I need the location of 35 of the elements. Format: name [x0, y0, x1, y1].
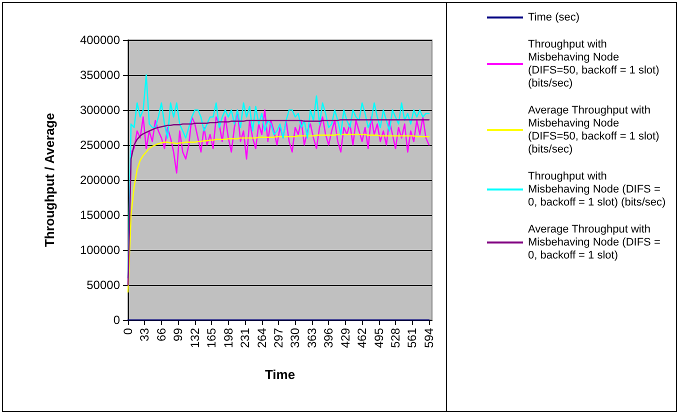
- x-tick-label: 132: [188, 328, 202, 348]
- x-tick-label: 198: [221, 328, 236, 348]
- legend-label: Average Throughput with Misbehaving Node (DIFS = 0, backoff = 1 slot): [528, 224, 664, 262]
- x-tick-label: 363: [304, 328, 319, 348]
- y-tick-label: 350000: [80, 68, 120, 82]
- legend-label: Average Throughput with Misbehaving Node (DIFS=50, backoff = 1 slot) (bits/sec): [528, 104, 662, 156]
- x-tick-label: 429: [338, 328, 352, 348]
- x-tick-label: 231: [238, 328, 252, 348]
- x-tick-label: 66: [154, 328, 168, 342]
- y-tick-label: 200000: [80, 173, 120, 187]
- x-tick-label: 99: [171, 328, 186, 342]
- y-tick-label: 0: [113, 313, 120, 327]
- x-axis-title: Time: [264, 367, 296, 382]
- x-tick-label: 495: [372, 328, 386, 348]
- y-tick-label: 50000: [86, 278, 120, 292]
- x-tick-label: 528: [388, 328, 403, 348]
- x-tick-label: 297: [271, 328, 286, 348]
- legend-label: Throughput with Misbehaving Node (DIFS = 0, backoff = 1 slot) (bits/sec): [528, 170, 666, 208]
- y-tick-label: 100000: [80, 243, 120, 257]
- y-tick-label: 300000: [80, 103, 120, 117]
- y-axis-title: Throughput / Average: [42, 112, 57, 248]
- x-tick-label: 33: [138, 328, 152, 342]
- x-tick-label: 594: [422, 328, 436, 348]
- y-tick-label: 150000: [80, 208, 120, 222]
- x-tick-label: 330: [288, 328, 302, 348]
- x-tick-label: 0: [121, 328, 135, 335]
- x-tick-label: 165: [204, 328, 219, 348]
- x-tick-label: 462: [355, 328, 370, 348]
- x-tick-label: 264: [254, 328, 269, 348]
- x-tick-label: 561: [405, 328, 420, 348]
- legend-label: Throughput with Misbehaving Node (DIFS=50, backoff = 1 slot) (bits/sec): [528, 38, 662, 90]
- y-tick-label: 250000: [80, 138, 120, 152]
- x-tick-label: 396: [322, 328, 336, 348]
- y-tick-label: 400000: [80, 33, 120, 47]
- legend-label: Time (sec): [528, 12, 580, 24]
